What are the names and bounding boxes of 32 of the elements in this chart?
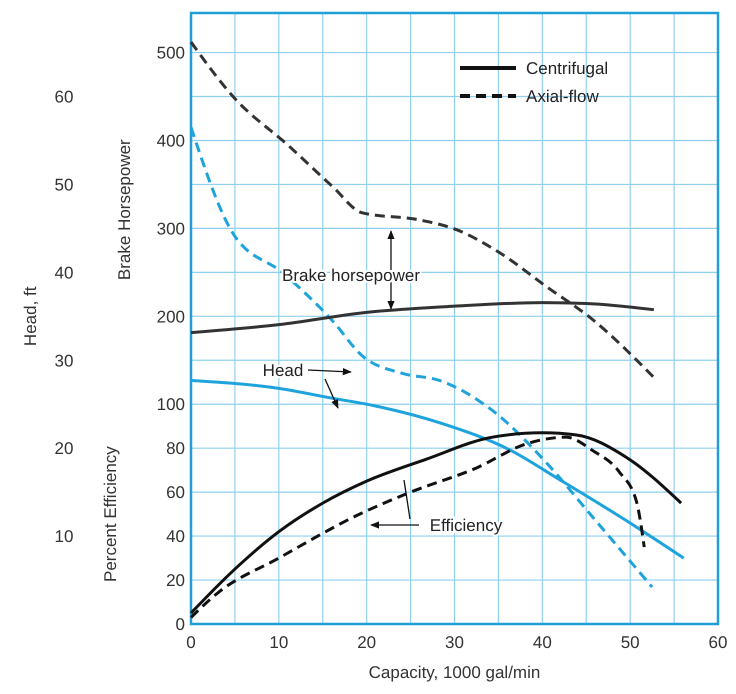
y2-tick-label: 300 [156, 220, 185, 239]
y2-tick-label: 500 [156, 44, 185, 63]
legend-label: Centrifugal [526, 59, 608, 78]
y3-tick-label: 80 [166, 439, 185, 458]
x-tick-label: 40 [532, 633, 552, 652]
y3-tick-label: 100 [156, 395, 185, 414]
y2-axis-title: Brake Horsepower [115, 138, 134, 280]
y-tick-label: 30 [54, 351, 74, 370]
x-tick-label: 0 [186, 633, 196, 652]
x-tick-label: 50 [620, 633, 640, 652]
y3-tick-label: 20 [166, 571, 185, 590]
y-tick-label: 20 [54, 439, 74, 458]
x-tick-label: 30 [445, 633, 464, 652]
line-series [190, 40, 656, 379]
y-tick-label: 40 [54, 263, 74, 282]
y2-tick-label: 400 [156, 132, 185, 151]
y-tick-label: 10 [54, 527, 74, 546]
annotation: Head [262, 361, 304, 380]
x-tick-label: 20 [357, 633, 376, 652]
x-tick-label: 10 [269, 633, 288, 652]
y2-tick-label: 200 [156, 308, 185, 327]
x-tick-label: 60 [708, 633, 728, 652]
y3-axis-title: Percent Efficiency [101, 446, 120, 582]
annotation: Efficiency [430, 516, 503, 535]
x-axis-title: Capacity, 1000 gal/min [368, 663, 540, 682]
y3-tick-label: 60 [166, 483, 185, 502]
y-tick-label: 50 [54, 175, 74, 194]
y3-tick-label: 40 [166, 527, 185, 546]
y3-tick-label: 0 [176, 615, 185, 634]
y-tick-label: 60 [54, 88, 74, 107]
y-axis-title: Head, ft [21, 286, 40, 346]
legend-label: Axial-flow [526, 87, 600, 106]
